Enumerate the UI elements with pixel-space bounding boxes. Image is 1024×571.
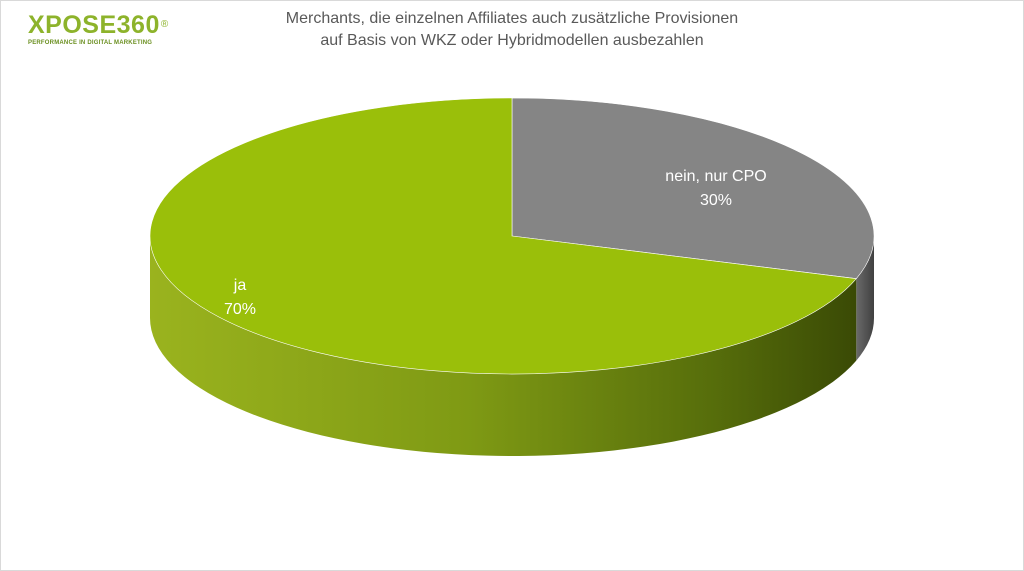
company-logo: XPOSE360® PERFORMANCE IN DIGITAL MARKETI… [28,12,208,52]
pie-slice-nein-nur-cpo [511,97,875,279]
slice-label-ja: ja [233,277,247,294]
slice-value-nein-nur-cpo: 30% [700,192,732,209]
pie-tops [149,97,875,375]
slice-label-nein-nur-cpo: nein, nur CPO [665,168,766,185]
pie-side-nein-nur-cpo [856,236,874,361]
chart-title-line-1: Merchants, die einzelnen Affiliates auch… [285,10,739,27]
logo-registered-mark: ® [160,19,169,30]
logo-tagline: PERFORMANCE IN DIGITAL MARKETING [28,40,153,46]
logo-name: XPOSE360 [28,11,160,39]
slice-value-ja: 70% [224,301,256,318]
pie-side-ja [150,236,857,456]
chart-title: Merchants, die einzelnen Affiliates auch… [212,8,812,52]
pie-sides [150,236,874,456]
pie-slice-ja [149,97,857,375]
chart-title-line-2: auf Basis von WKZ oder Hybridmodellen au… [320,32,704,49]
pie-labels: nein, nur CPO 30% ja 70% [224,168,767,318]
